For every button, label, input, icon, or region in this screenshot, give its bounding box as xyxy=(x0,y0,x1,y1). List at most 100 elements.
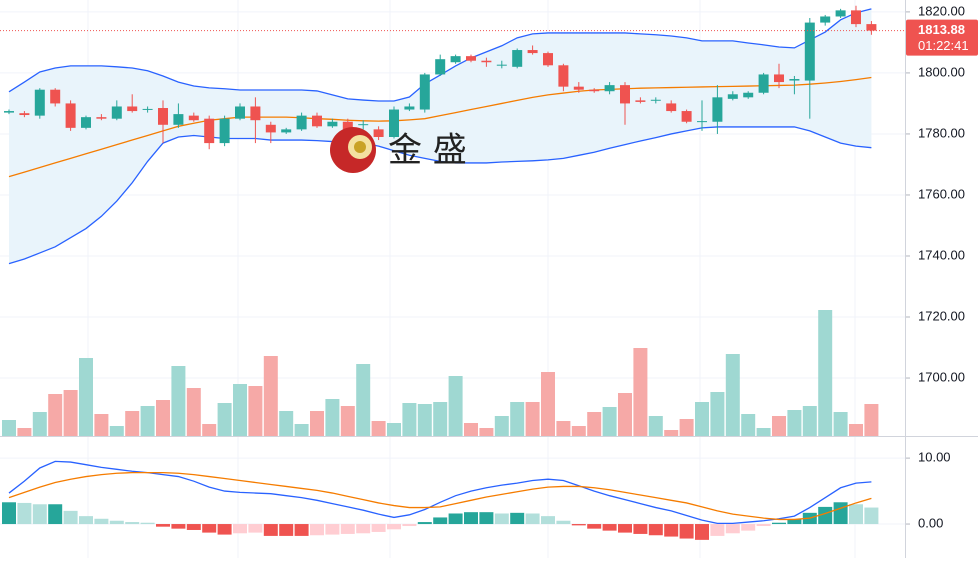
macd-histogram-bar xyxy=(664,524,679,537)
candle-body xyxy=(142,108,153,110)
candle-body xyxy=(697,121,707,123)
candle-body xyxy=(373,129,384,137)
volume-bar xyxy=(802,406,817,436)
candle-body xyxy=(312,115,322,127)
watermark-text: 金 盛 xyxy=(388,131,467,171)
macd-histogram-bar xyxy=(186,524,201,530)
macd-histogram-bar xyxy=(233,524,247,534)
volume-bar xyxy=(217,403,232,436)
volume-bar xyxy=(648,416,663,436)
macd-histogram-bar xyxy=(772,522,786,525)
candle-body xyxy=(4,111,14,113)
candle-body xyxy=(19,113,30,116)
volume-bar xyxy=(63,390,78,436)
candle-body xyxy=(512,50,523,67)
candle-body xyxy=(250,106,261,121)
macd-histogram-bar xyxy=(109,520,124,525)
macd-histogram-bar xyxy=(279,524,294,536)
volume-bar xyxy=(710,392,725,436)
volume-bar xyxy=(79,358,93,436)
macd-histogram-bar xyxy=(618,524,632,533)
macd-histogram-bar xyxy=(140,522,155,525)
candle-body xyxy=(96,117,107,119)
y-tick-label: 10.00 xyxy=(918,450,951,465)
macd-histogram-bar xyxy=(156,524,170,527)
volume-bar xyxy=(32,412,47,436)
candle-body xyxy=(635,100,646,102)
macd-histogram-bar xyxy=(48,504,63,525)
volume-bar xyxy=(125,411,140,436)
candle-body xyxy=(188,115,199,121)
macd-histogram-bar xyxy=(741,524,756,531)
macd-histogram-bar xyxy=(510,512,525,525)
volume-bar xyxy=(417,404,432,436)
candle-body xyxy=(758,74,769,93)
macd-histogram-bar xyxy=(310,524,324,536)
candle-body xyxy=(558,65,569,87)
macd-histogram-bar xyxy=(325,524,340,535)
candle-body xyxy=(419,74,430,110)
watermark: 金 盛 xyxy=(330,127,467,173)
macd-histogram-bar xyxy=(587,524,602,529)
volume-bar xyxy=(294,424,309,436)
macd-histogram-bar xyxy=(633,524,648,534)
volume-bar xyxy=(833,412,848,436)
volume-bar xyxy=(310,411,324,436)
macd-histogram-bar xyxy=(448,513,463,525)
candle-body xyxy=(173,114,184,125)
volume-bar xyxy=(571,426,586,436)
candle-body xyxy=(573,86,584,90)
candle-body xyxy=(281,129,292,133)
candle-body xyxy=(466,56,476,61)
macd-histogram-bar xyxy=(648,524,663,536)
volume-bar xyxy=(279,411,294,436)
candle-body xyxy=(851,10,861,25)
band-fill xyxy=(9,8,872,264)
last-price-tag xyxy=(906,19,978,56)
volume-bar xyxy=(541,372,555,436)
volume-bar xyxy=(325,399,340,436)
volume-bar xyxy=(402,403,417,436)
y-tick-label: 1800.00 xyxy=(918,64,965,79)
macd-histogram-bar xyxy=(571,524,586,526)
macd-histogram-bar xyxy=(602,524,617,531)
candle-body xyxy=(543,53,553,66)
candle-body xyxy=(435,59,446,75)
macd-histogram-bar xyxy=(818,506,833,525)
macd-histogram-bar xyxy=(79,516,93,525)
volume-bar xyxy=(602,407,617,436)
macd-histogram-bar xyxy=(494,513,509,525)
y-tick-label: 1820.00 xyxy=(918,3,965,18)
macd-histogram-bar xyxy=(556,520,571,525)
candle-body xyxy=(204,118,215,144)
macd-histogram-bar xyxy=(695,524,709,540)
y-tick-label: 1720.00 xyxy=(918,308,965,323)
volume-bar xyxy=(818,310,833,436)
volume-bar xyxy=(233,384,247,436)
volume-bar xyxy=(510,402,525,436)
candle-body xyxy=(481,60,492,63)
macd-histogram-bar xyxy=(2,502,16,525)
macd-histogram-bar xyxy=(756,524,771,527)
candle-body xyxy=(712,97,723,122)
candle-body xyxy=(358,124,369,126)
volume-bar xyxy=(263,356,278,436)
macd-histogram-bar xyxy=(849,504,863,525)
macd-histogram-bar xyxy=(417,522,432,525)
y-tick-label: 1780.00 xyxy=(918,125,965,140)
macd-histogram-bar xyxy=(94,518,109,525)
macd-histogram-bar xyxy=(17,502,32,525)
volume-bar xyxy=(787,410,802,436)
macd-histogram-bar xyxy=(32,504,47,525)
volume-bar xyxy=(140,406,155,436)
macd-histogram-bar xyxy=(371,524,386,532)
candle-body xyxy=(789,79,800,81)
volume-bar xyxy=(741,414,756,436)
candle-body xyxy=(650,99,661,101)
macd-histogram-bar xyxy=(263,524,278,536)
candle-body xyxy=(389,109,399,137)
y-tick-label: 1740.00 xyxy=(918,247,965,262)
candle-body xyxy=(589,89,600,92)
volume-bar xyxy=(849,424,863,436)
